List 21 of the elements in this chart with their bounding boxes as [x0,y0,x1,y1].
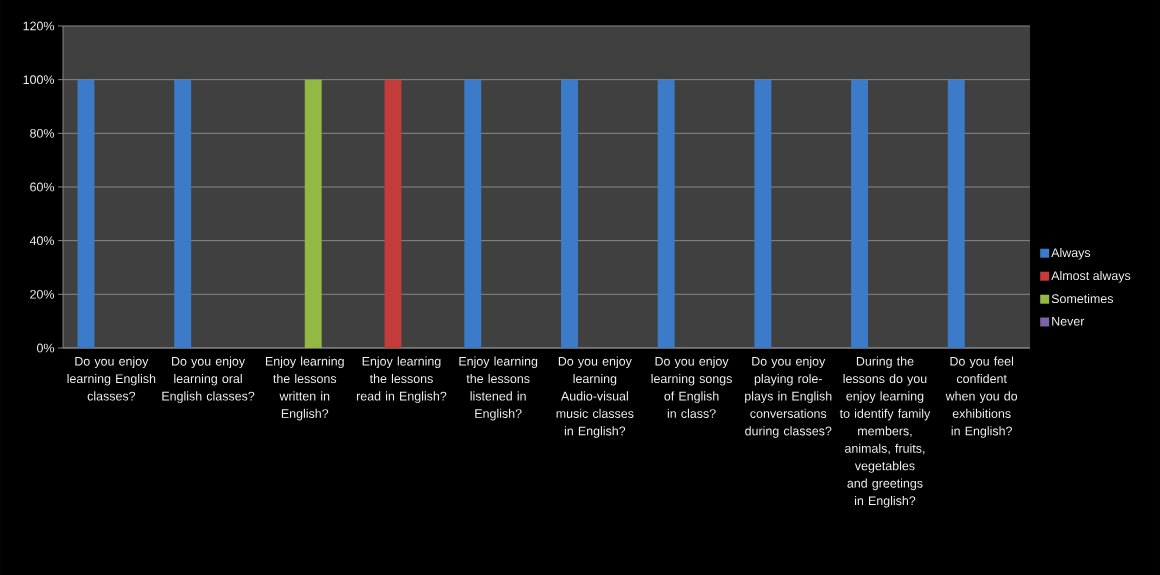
y-tick-label: 100% [23,75,55,85]
x-tick-label: Do you enjoy learning Audio-visual music classes in English? [556,356,634,438]
y-tick-label: 20% [30,289,55,299]
legend-label: Sometimes [1051,293,1114,304]
x-tick-label: Do you enjoy learning English classes? [67,356,156,401]
y-tick-label: 120% [23,21,55,31]
x-tick-label: Do you enjoy learning songs of English in class? [651,356,732,418]
x-tick-label: Enjoy learning the lessons written in English? [265,356,344,421]
legend-label: Never [1052,316,1085,326]
x-tick-label: Do you feel confident when you do exhibitions in English? [945,356,1018,438]
y-tick-label: 60% [30,182,55,192]
y-tick-label: 40% [29,236,55,246]
legend-label: Always [1051,247,1091,260]
x-tick-label: Do you enjoy playing role-plays in English conversations during classes? [745,356,832,438]
x-tick-label: Enjoy learning the lessons listened in English? [459,356,538,421]
y-tick-label: 80% [30,128,55,138]
category-label: During the lessons do you enjoy learning to identify family members, animals, fruits, vegetables and greetings in English? [839,356,931,508]
x-tick-label: Enjoy learning the lessons read in English? [356,356,447,403]
x-tick-label: Do you enjoy learning oral English classes? [162,356,255,403]
legend-label: Almost always [1051,270,1131,283]
y-tick-label: 0% [36,343,55,353]
